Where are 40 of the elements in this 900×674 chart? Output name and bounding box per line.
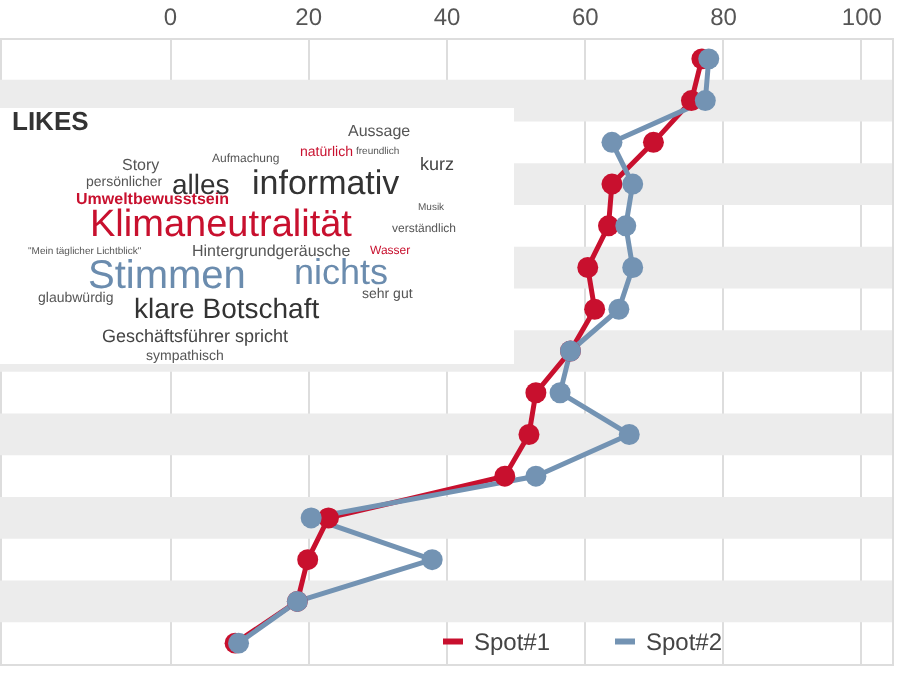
x-tick-label: 40 <box>433 3 461 31</box>
x-tick-label: 0 <box>163 3 178 31</box>
point <box>598 215 619 237</box>
annotation: LIKES <box>12 106 90 136</box>
point <box>622 257 644 278</box>
x-tick-label: 100 <box>841 3 883 31</box>
legend-label: Spot#1 <box>474 627 551 656</box>
annotation: klare Botschaft <box>134 292 320 324</box>
point <box>642 131 664 153</box>
annotation: Geschäftsführer spricht <box>102 326 290 346</box>
legend-label: Spot#2 <box>646 627 723 656</box>
point <box>694 90 716 112</box>
point <box>525 382 547 404</box>
annotation: Klimaneutralität <box>90 204 354 246</box>
annotation: Story <box>122 156 160 174</box>
point <box>549 382 571 404</box>
point <box>608 298 630 320</box>
x-tick-label: 20 <box>295 3 323 31</box>
point <box>300 507 322 529</box>
point <box>615 215 637 237</box>
point <box>317 507 339 529</box>
x-tick-label: 80 <box>710 3 738 31</box>
point <box>601 173 623 195</box>
point <box>622 173 644 195</box>
annotation: Hintergrundgeräusche <box>192 242 352 260</box>
point <box>584 298 606 320</box>
point <box>618 424 640 445</box>
annotation: kurz <box>420 154 455 174</box>
point <box>577 257 599 278</box>
annotation: Aussage <box>348 122 412 140</box>
point <box>698 48 720 70</box>
annotation: Umweltbewusstsein <box>76 190 230 208</box>
point <box>297 549 319 571</box>
point <box>518 424 540 445</box>
point <box>494 465 516 487</box>
x-tick-label: 60 <box>571 3 600 31</box>
annotation: informativ <box>252 164 401 202</box>
point <box>525 465 547 487</box>
point <box>421 549 443 571</box>
point <box>601 131 623 153</box>
